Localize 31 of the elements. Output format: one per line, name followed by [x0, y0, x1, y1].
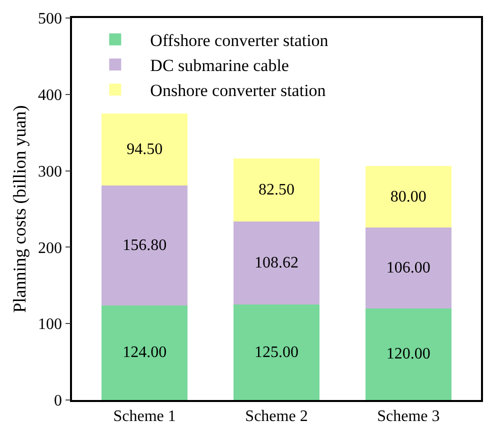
data-label: 124.00	[122, 344, 167, 362]
bar	[234, 158, 320, 222]
bar	[234, 304, 320, 400]
bar	[102, 305, 188, 400]
legend-label: DC submarine cable	[150, 56, 289, 76]
data-label: 80.00	[390, 188, 426, 206]
x-tick-label: Scheme 2	[245, 408, 308, 425]
bar	[366, 227, 452, 308]
x-tick-label: Scheme 1	[113, 408, 176, 425]
y-tick-label: 200	[38, 240, 62, 257]
y-tick-label: 500	[38, 10, 62, 28]
bar	[366, 308, 452, 400]
legend-label: Onshore converter station	[150, 81, 326, 100]
data-label: 156.80	[122, 236, 167, 254]
y-tick-label: 0	[54, 392, 62, 410]
data-label: 82.50	[258, 181, 294, 198]
data-label: 108.62	[254, 254, 298, 272]
bar	[366, 166, 452, 228]
bar	[102, 113, 188, 186]
y-tick-label: 400	[38, 87, 62, 104]
y-tick-label: 300	[38, 163, 62, 180]
x-tick-label: Scheme 3	[377, 408, 440, 425]
y-axis-title: Planning costs (billion yuan)	[10, 105, 30, 313]
data-label: 120.00	[386, 346, 430, 363]
y-tick-label: 100	[38, 316, 62, 334]
legend-label: Offshore converter station	[150, 31, 329, 50]
data-label: 106.00	[386, 259, 430, 276]
bar	[234, 222, 320, 304]
bar	[102, 185, 188, 306]
data-label: 125.00	[254, 344, 298, 361]
data-label: 94.50	[126, 140, 163, 158]
